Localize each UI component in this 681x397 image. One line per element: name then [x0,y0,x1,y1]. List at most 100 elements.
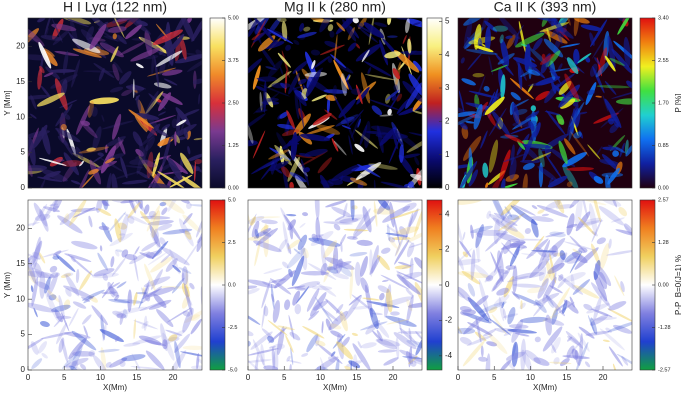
image-texture [193,137,202,141]
image-texture [110,46,119,63]
image-texture [362,297,380,301]
image-texture [248,279,278,289]
image-texture [253,240,282,253]
image-texture [399,226,408,238]
image-texture [589,203,598,235]
image-texture [97,208,112,216]
image-texture [86,26,95,41]
image-texture [398,317,403,335]
x-tick-label: 10 [526,373,535,382]
image-texture [395,240,402,256]
image-texture [263,365,279,370]
image-texture [542,314,558,322]
image-texture [408,327,412,343]
image-texture [134,18,143,25]
image-texture [548,66,559,79]
image-texture [345,73,350,82]
image-texture [329,323,342,330]
image-texture [62,50,69,75]
image-texture [402,202,417,212]
image-texture [488,306,498,314]
image-texture [297,234,308,251]
image-texture [512,283,542,288]
image-texture [276,326,285,356]
image-texture [161,69,183,76]
image-texture [593,270,608,302]
image-texture [49,265,58,273]
image-texture [148,210,157,218]
image-texture [517,62,523,90]
image-texture [586,89,596,95]
image-texture [281,129,300,137]
image-texture [386,225,413,244]
image-texture [62,349,81,369]
image-texture [260,343,265,366]
image-texture [612,363,617,370]
image-texture [408,355,418,365]
image-texture [461,78,476,86]
image-texture [72,38,101,54]
image-texture [192,78,202,85]
image-texture [343,294,362,322]
image-texture [510,144,515,166]
image-texture [480,130,488,149]
colorbar-tick-label: 3.75 [228,58,239,64]
image-texture [408,132,422,138]
image-texture [625,144,632,157]
image-texture [267,320,288,336]
image-texture [375,338,401,347]
image-texture [573,48,580,65]
image-texture [161,207,168,215]
image-texture [549,285,563,294]
image-texture [61,338,68,363]
image-texture [590,282,611,308]
image-texture [181,266,189,286]
image-texture [28,26,45,47]
image-texture [407,181,414,188]
image-texture [140,36,166,57]
image-texture [300,270,329,276]
image-texture [474,331,487,342]
image-texture [142,287,146,296]
image-texture [599,200,622,207]
image-texture [165,258,178,272]
image-texture [392,68,401,80]
image-texture [566,167,594,171]
image-texture [43,48,55,57]
image-texture [532,235,545,251]
image-texture [55,127,81,143]
image-texture [607,167,620,185]
image-texture [514,36,519,47]
panel-title: Ca II K (393 nm) [494,0,597,15]
image-texture [38,157,67,166]
image-texture [567,335,581,346]
image-texture [511,291,520,300]
image-texture [128,109,155,129]
image-texture [553,357,560,365]
image-texture [86,147,96,152]
image-texture [248,330,254,337]
colorbar-tick-label: 5.00 [228,15,239,21]
image-texture [314,296,334,325]
colorbar-tick-label: 0 [445,280,450,289]
image-texture [347,74,351,81]
image-texture [138,155,156,180]
image-texture [539,22,570,33]
image-texture [319,18,333,33]
image-texture [583,200,607,206]
image-texture [488,333,508,355]
image-texture [586,303,610,314]
image-texture [474,264,491,281]
image-texture [377,338,397,350]
image-texture [66,18,89,27]
image-texture [256,216,281,219]
image-texture [557,200,561,206]
image-texture [500,200,524,216]
image-texture [467,283,476,297]
image-texture [458,322,463,334]
image-texture [409,257,414,279]
image-texture [135,63,144,69]
colorbar-tick-label: 0.00 [228,185,239,191]
colorbar-tick-label: 0.00 [658,282,669,288]
